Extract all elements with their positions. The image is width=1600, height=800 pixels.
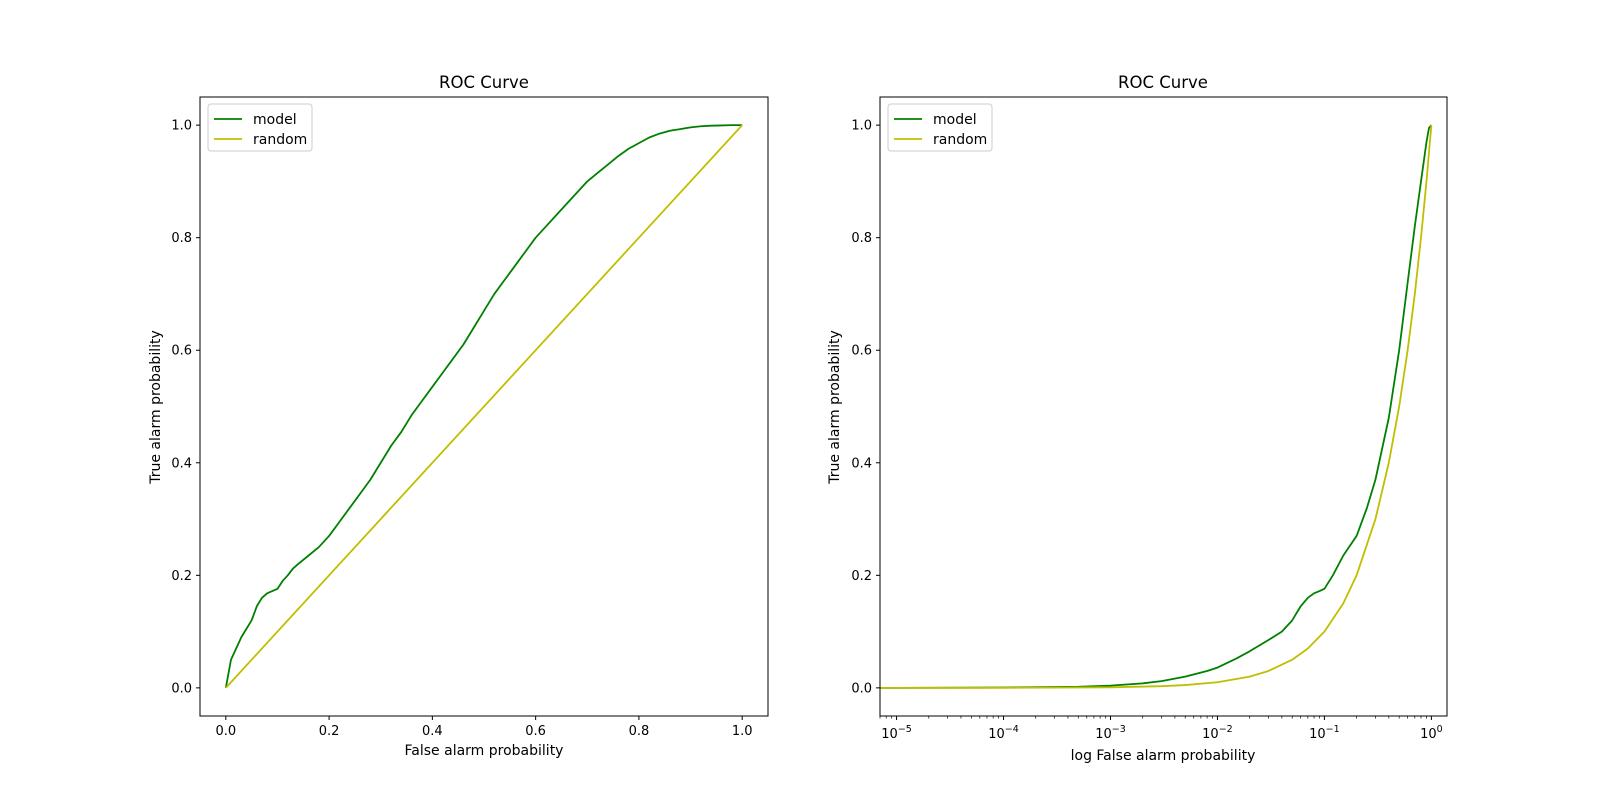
right-legend-label-random: random [933, 132, 987, 148]
left-y-tick-label: 0.4 [171, 456, 192, 471]
right-x-tick-label: 10−1 [1309, 724, 1340, 742]
right-y-tick-label: 0.8 [851, 231, 872, 246]
left-y-axis-label: True alarm probability [148, 330, 164, 485]
right-x-tick-label: 100 [1420, 724, 1443, 742]
right-y-tick-label: 0.4 [851, 456, 872, 471]
left-chart-title: ROC Curve [439, 73, 529, 92]
left-y-tick-label: 0.6 [171, 344, 192, 359]
right-y-tick-label: 0.6 [851, 344, 872, 359]
left-series-line-random [225, 124, 743, 689]
left-legend-label-random: random [253, 132, 307, 148]
left-legend-label-model: model [253, 112, 297, 128]
left-x-tick-label: 0.4 [422, 724, 443, 739]
right-x-axis-label: log False alarm probability [1071, 748, 1256, 764]
right-plot-frame [879, 96, 1448, 717]
right-x-tick-label: 10−4 [988, 724, 1019, 742]
left-x-tick-label: 0.2 [319, 724, 340, 739]
left-x-tick-label: 0.0 [215, 724, 236, 739]
right-y-axis-label: True alarm probability [827, 330, 843, 485]
left-series-line-model [224, 124, 743, 689]
right-series-line-random [880, 125, 1433, 689]
left-x-tick-label: 1.0 [732, 724, 753, 739]
right-roc-panel: ROC Curve log False alarm probability Tr… [827, 73, 1448, 764]
left-x-tick-label: 0.6 [525, 724, 546, 739]
right-series-line-model [880, 124, 1433, 689]
right-y-tick-label: 0.0 [851, 681, 872, 696]
right-y-tick-label: 0.2 [851, 569, 872, 584]
left-roc-panel: ROC Curve False alarm probability True a… [148, 73, 769, 759]
left-x-tick-label: 0.8 [629, 724, 650, 739]
right-legend-label-model: model [933, 112, 977, 128]
right-chart-title: ROC Curve [1118, 73, 1208, 92]
left-legend: model random [207, 103, 313, 152]
left-y-tick-label: 0.0 [171, 681, 192, 696]
left-plot-frame [199, 96, 769, 717]
right-x-tick-label: 10−3 [1095, 724, 1126, 742]
right-x-tick-label: 10−2 [1202, 724, 1233, 742]
left-y-tick-label: 0.2 [171, 569, 192, 584]
right-y-tick-label: 1.0 [851, 119, 872, 134]
right-x-tick-label: 10−5 [881, 724, 912, 742]
left-x-axis-label: False alarm probability [405, 743, 564, 759]
right-legend: model random [887, 103, 993, 152]
left-y-tick-label: 1.0 [171, 119, 192, 134]
left-y-tick-label: 0.8 [171, 231, 192, 246]
